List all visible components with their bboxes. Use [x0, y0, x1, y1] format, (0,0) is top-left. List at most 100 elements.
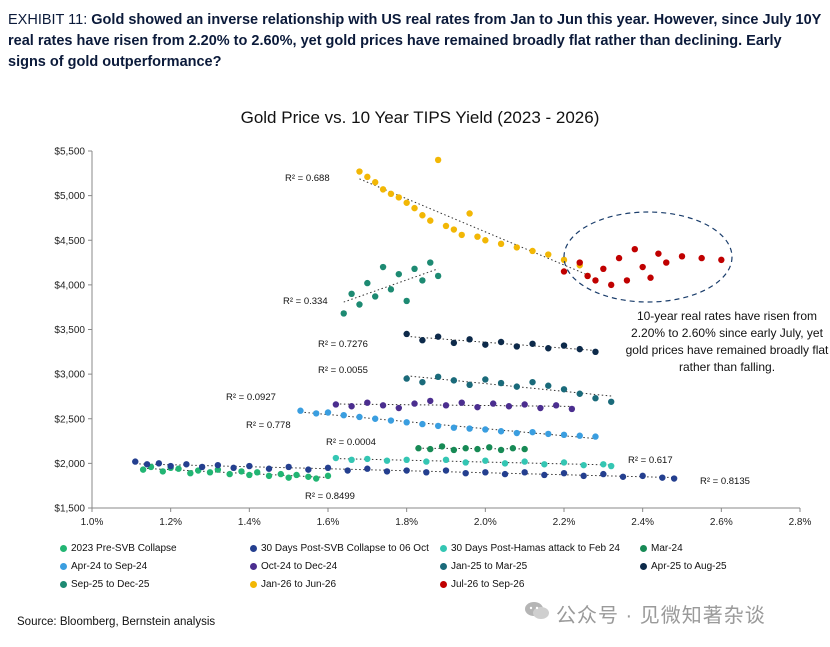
data-point-S9 — [387, 286, 395, 293]
x-tick-label: 1.4% — [238, 517, 261, 528]
data-point-S5 — [324, 409, 332, 416]
data-point-S6 — [332, 401, 340, 408]
y-tick-label: $2,500 — [54, 414, 85, 425]
data-point-S2 — [265, 465, 273, 472]
data-point-S2 — [305, 466, 312, 473]
trend-line-S4 — [418, 447, 525, 450]
legend-label: Mar-24 — [651, 543, 683, 554]
data-point-S10 — [387, 190, 395, 198]
data-point-S7 — [576, 390, 583, 397]
data-point-S6 — [537, 404, 544, 412]
annotation-text: 10-year real rates have risen from 2.20%… — [625, 309, 829, 374]
data-point-S8 — [403, 330, 410, 338]
data-point-S5 — [497, 428, 505, 435]
data-point-S1 — [206, 469, 214, 476]
data-point-S9 — [403, 297, 410, 305]
data-point-S4 — [427, 445, 434, 453]
data-point-S11 — [623, 277, 631, 284]
data-point-S3 — [332, 454, 340, 462]
data-point-S2 — [541, 471, 548, 479]
data-point-S2 — [344, 467, 351, 474]
y-tick-label: $4,500 — [54, 236, 85, 247]
data-point-S3 — [580, 461, 587, 469]
data-point-S5 — [313, 410, 320, 417]
data-point-S1 — [265, 472, 273, 480]
legend-marker — [640, 544, 647, 552]
data-point-S9 — [340, 310, 347, 317]
trend-line-S1 — [143, 467, 329, 479]
data-point-S2 — [183, 461, 190, 468]
data-point-S5 — [356, 413, 363, 421]
data-point-S11 — [718, 256, 725, 264]
data-point-S8 — [434, 333, 442, 340]
data-point-S9 — [372, 293, 379, 300]
data-point-S3 — [560, 459, 568, 466]
legend-label: Apr-24 to Sep-24 — [71, 561, 148, 572]
data-point-S5 — [560, 431, 568, 439]
x-tick-label: 2.8% — [789, 517, 812, 528]
legend-item-S5: Apr-24 to Sep-24 — [60, 561, 147, 572]
data-point-S2 — [167, 462, 174, 470]
trend-line-S5 — [300, 411, 596, 440]
legend-item-S11: Jul-26 to Sep-26 — [440, 579, 524, 590]
data-point-S10 — [529, 247, 536, 255]
data-point-S9 — [379, 263, 387, 271]
data-point-S11 — [592, 277, 599, 284]
data-point-S2 — [230, 464, 237, 472]
data-point-S10 — [411, 204, 418, 212]
data-point-S3 — [521, 458, 528, 465]
data-point-S2 — [442, 467, 450, 474]
chart-title: Gold Price vs. 10 Year TIPS Yield (2023 … — [240, 108, 600, 127]
data-point-S2 — [482, 469, 489, 476]
data-point-S5 — [592, 433, 599, 440]
legend-label: Oct-24 to Dec-24 — [261, 561, 338, 572]
data-point-S5 — [545, 430, 552, 438]
data-point-S4 — [497, 446, 505, 454]
data-point-S2 — [670, 475, 678, 482]
data-point-S2 — [132, 458, 139, 465]
data-point-S4 — [486, 444, 493, 451]
data-point-S11 — [647, 274, 654, 281]
data-point-S8 — [497, 338, 505, 346]
data-point-S4 — [474, 445, 481, 453]
legend-marker — [640, 562, 647, 570]
legend-label: 30 Days Post-Hamas attack to Feb 24 — [451, 543, 620, 554]
data-point-S3 — [462, 459, 469, 466]
data-point-S10 — [419, 212, 426, 219]
data-point-S9 — [364, 279, 371, 287]
data-point-S8 — [545, 345, 552, 352]
data-point-S7 — [513, 383, 520, 390]
highlight-ellipse — [563, 211, 733, 303]
data-point-S7 — [482, 376, 489, 383]
data-point-S1 — [293, 471, 300, 479]
data-point-S8 — [513, 343, 520, 350]
data-point-S11 — [663, 259, 670, 266]
legend-item-S9: Sep-25 to Dec-25 — [60, 579, 149, 590]
data-point-S2 — [462, 469, 469, 477]
data-point-S4 — [415, 445, 422, 452]
data-point-S11 — [560, 268, 568, 275]
legend-item-S8: Apr-25 to Aug-25 — [640, 561, 727, 572]
data-point-S2 — [600, 470, 607, 478]
x-tick-label: 2.2% — [553, 517, 576, 528]
data-point-S2 — [501, 470, 509, 478]
data-point-S7 — [419, 378, 426, 386]
data-point-S7 — [529, 378, 536, 386]
r2-label-S6: R² = 0.0927 — [226, 392, 276, 403]
r2-label-S2: R² = 0.8135 — [700, 476, 750, 487]
data-point-S3 — [383, 457, 391, 464]
data-point-S2 — [246, 462, 253, 470]
y-tick-label: $4,000 — [54, 280, 85, 291]
data-point-S6 — [395, 404, 402, 412]
data-point-S5 — [340, 411, 347, 419]
data-point-S7 — [434, 373, 442, 381]
r2-label-S7: R² = 0.0055 — [318, 365, 368, 376]
data-point-S10 — [427, 217, 434, 224]
data-point-S3 — [364, 455, 371, 463]
data-point-S10 — [560, 256, 568, 264]
legend-label: Sep-25 to Dec-25 — [71, 579, 150, 590]
data-point-S8 — [592, 348, 599, 356]
data-point-S10 — [482, 237, 489, 244]
data-point-S1 — [277, 470, 284, 478]
legend-marker — [60, 562, 67, 570]
